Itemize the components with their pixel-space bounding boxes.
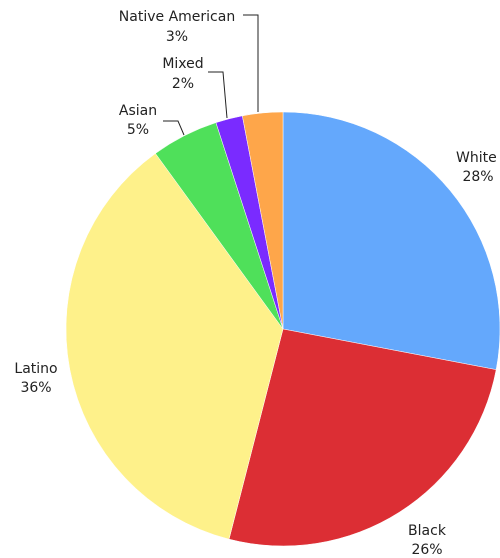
slice-percent-white: 28% [462,169,493,185]
slice-percent-mixed: 2% [172,76,194,92]
slice-label-white: White [456,150,497,166]
slice-percent-black: 26% [411,542,442,558]
slice-percent-asian: 5% [127,122,149,138]
pie-slice-latino [65,153,284,540]
slice-percent-latino: 36% [20,380,51,396]
slice-label-latino: Latino [14,361,57,377]
leader-line-asian [163,120,185,136]
slice-labels: White 28% Black 26% Latino 36% Asian 5% … [14,9,496,558]
slice-label-black: Black [408,523,447,539]
pie-slice-native-american [242,111,284,330]
leader-line-mixed [208,71,228,119]
slice-label-native-american: Native American [119,9,235,25]
leader-lines [163,14,259,136]
slice-label-mixed: Mixed [162,56,203,72]
pie-slice-black [228,328,497,547]
pie-slices [65,111,500,547]
leader-line-native-american [243,14,259,112]
slice-label-asian: Asian [119,103,157,119]
slice-percent-native-american: 3% [166,29,188,45]
